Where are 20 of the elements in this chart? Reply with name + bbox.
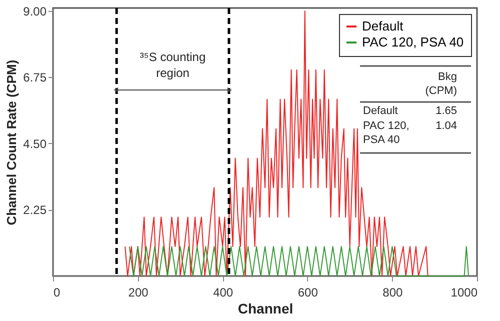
legend-label: Default: [362, 18, 404, 34]
y-tick-label: 6.75: [23, 70, 47, 85]
x-tick-label: 200: [128, 286, 149, 300]
annotation: PAC 120, PSA 40: [363, 120, 410, 146]
x-tick-label: 1000: [450, 286, 478, 300]
annotation: Bkg (CPM): [425, 71, 457, 97]
y-tick-label: 4.50: [23, 136, 47, 151]
legend-label: PAC 120, PSA 40: [362, 34, 464, 50]
y-axis-title: Channel Count Rate (CPM): [4, 60, 20, 226]
annotation: 1.65: [436, 105, 457, 117]
annotation: ³⁵S counting region: [140, 50, 206, 80]
x-tick-label: 0: [54, 286, 60, 300]
x-tick-label: 600: [298, 286, 318, 300]
x-tick-label: 800: [382, 286, 404, 300]
annotation: 1.04: [436, 120, 457, 132]
y-tick-label: 9.00: [23, 4, 47, 18]
x-tick-label: 400: [213, 286, 234, 300]
y-tick-label: 2.25: [23, 203, 47, 218]
x-axis-title: Channel: [238, 300, 294, 316]
annotation: Default: [363, 105, 398, 117]
